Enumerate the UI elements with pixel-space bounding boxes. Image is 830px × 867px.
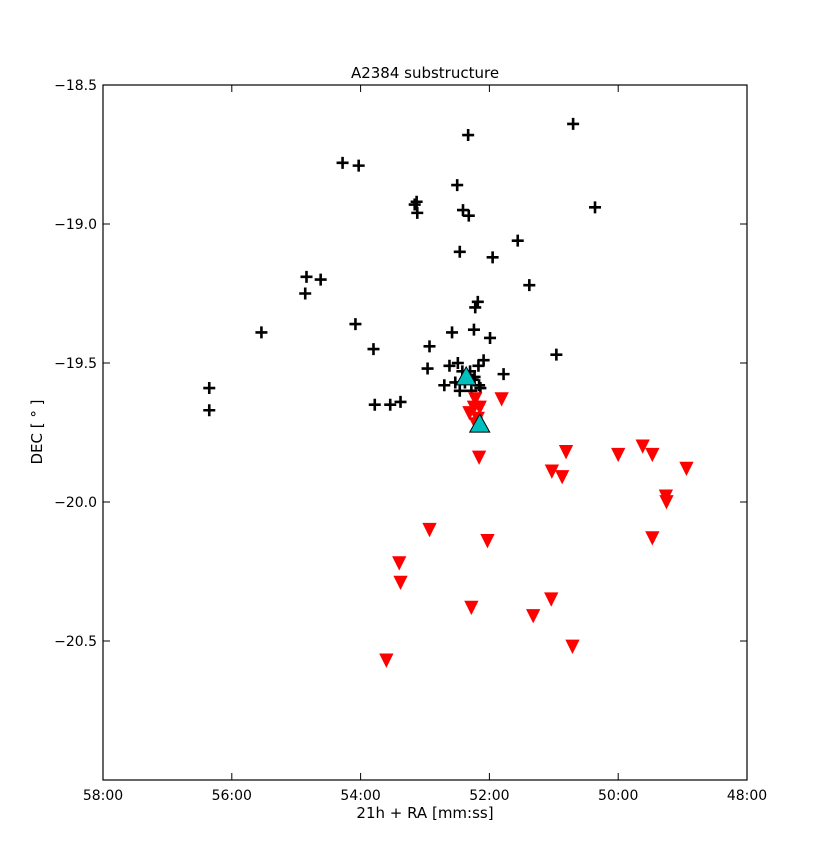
plus-marker (456, 204, 469, 217)
triangle-down-marker (679, 461, 694, 477)
plus-marker (255, 326, 268, 339)
triangle-up-marker (455, 365, 478, 386)
plus-marker (467, 323, 480, 336)
triangle-up-marker (468, 413, 491, 433)
triangle-down-marker (659, 495, 674, 510)
x-tick-label: 50:00 (598, 788, 638, 804)
plus-marker (446, 326, 459, 339)
plus-marker (550, 348, 563, 361)
triangle-down-marker (464, 600, 479, 616)
triangle-down-marker (379, 653, 394, 668)
chart-title: A2384 substructure (351, 64, 499, 82)
triangle-down-marker (645, 531, 660, 546)
triangle-down-marker (558, 445, 574, 460)
plus-marker (368, 398, 381, 411)
x-tick-label: 52:00 (469, 788, 509, 804)
plus-marker (203, 404, 216, 417)
plus-marker (299, 287, 312, 300)
triangle-down-marker (565, 639, 580, 654)
plus-marker (497, 368, 510, 381)
y-tick-label: −19.5 (54, 356, 97, 372)
plus-marker (451, 179, 464, 192)
plus-marker (472, 359, 485, 372)
plus-marker (336, 156, 349, 169)
x-axis-title: 21h + RA [mm:ss] (356, 804, 493, 822)
triangle-down-marker (526, 609, 541, 624)
plus-marker (438, 379, 451, 392)
plus-marker (411, 206, 424, 219)
plus-marker (300, 270, 313, 283)
triangle-down-marker (555, 470, 570, 485)
plus-marker (443, 359, 456, 372)
triangle-down-marker (494, 392, 509, 407)
x-tick-label: 58:00 (83, 788, 123, 804)
plus-marker (367, 343, 380, 356)
triangle-down-marker (471, 450, 487, 465)
y-tick-label: −20.0 (54, 495, 97, 511)
plus-marker (203, 382, 216, 395)
plus-marker (474, 382, 487, 395)
x-tick-label: 48:00 (727, 788, 767, 804)
triangle-down-marker (393, 575, 408, 591)
triangle-down-marker (544, 592, 559, 607)
plus-marker (469, 301, 482, 314)
triangle-down-marker (472, 400, 487, 415)
plus-marker (384, 398, 397, 411)
triangle-down-marker (544, 464, 560, 479)
plus-marker (486, 251, 499, 264)
plot-area-frame (102, 84, 748, 781)
x-tick-label: 56:00 (212, 788, 252, 804)
triangle-down-marker (480, 534, 495, 549)
plus-marker (462, 209, 475, 222)
data-markers (203, 117, 694, 668)
triangle-down-marker (392, 556, 407, 571)
plus-marker (471, 295, 484, 308)
y-tick-label: −18.5 (54, 78, 97, 94)
plus-marker (462, 129, 475, 142)
plus-marker (511, 234, 524, 247)
triangle-down-marker (422, 522, 437, 538)
plus-marker (453, 245, 466, 258)
axes: 58:00 56:00 54:00 52:00 50:00 48:00 −18.5 −19.0… (54, 78, 767, 804)
plus-marker (589, 201, 602, 214)
plus-marker (453, 384, 466, 397)
plus-marker (352, 159, 365, 172)
plus-marker (523, 279, 536, 292)
plus-marker (394, 395, 407, 408)
plus-marker (423, 340, 436, 353)
triangle-down-marker (635, 439, 650, 454)
y-tick-label: −20.5 (54, 634, 97, 650)
plus-marker (567, 117, 580, 130)
plus-marker (314, 273, 327, 286)
triangle-down-marker (468, 392, 483, 407)
y-axis-title: DEC [ ° ] (28, 399, 46, 464)
x-tick-label: 54:00 (340, 788, 380, 804)
plus-marker (484, 331, 497, 344)
y-tick-label: −19.0 (54, 217, 97, 233)
plus-marker (349, 318, 362, 331)
plus-marker (421, 362, 434, 375)
plus-marker (451, 357, 464, 369)
plus-marker (408, 198, 421, 211)
plus-marker (410, 195, 423, 208)
triangle-down-marker (645, 447, 660, 463)
triangle-down-marker (611, 447, 626, 463)
